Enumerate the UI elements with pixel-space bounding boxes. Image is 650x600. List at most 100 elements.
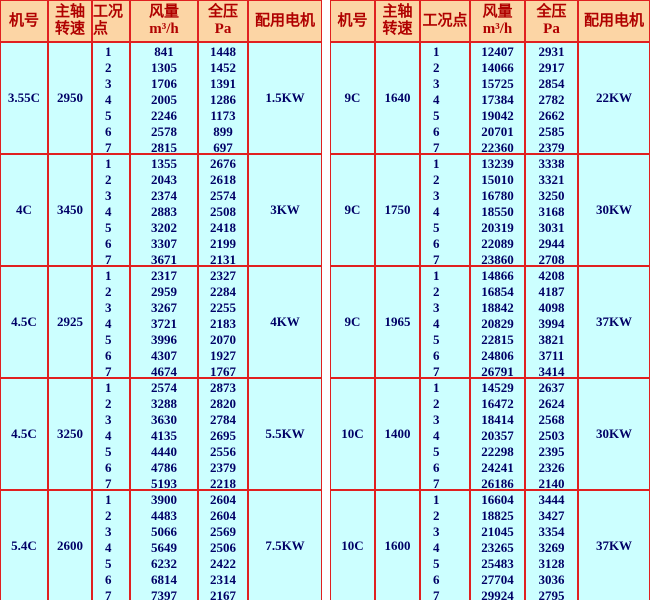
speed-cell: 1600	[375, 490, 420, 600]
pressure-value: 2183	[210, 316, 236, 331]
points-value: 5	[433, 556, 440, 571]
pressure-cell: 2327 2284 2255 2183 2070 1927 1767	[198, 266, 248, 379]
motor-cell: 22KW	[578, 42, 650, 154]
motor-cell: 30KW	[578, 378, 650, 490]
header-cell: 全压 Pa	[198, 0, 248, 42]
pressure-value: 2784	[210, 412, 236, 427]
points-value: 1	[433, 268, 440, 283]
pressure-value: 2820	[210, 396, 236, 411]
points-value: 5	[105, 108, 112, 123]
model-cell: 3.55C	[0, 42, 48, 154]
pressure-value: 2140	[538, 476, 565, 491]
flow-value: 14066	[481, 60, 514, 75]
pressure-value: 3168	[538, 204, 565, 219]
flow-value: 16604	[481, 492, 514, 507]
speed-cell: 3250	[48, 378, 92, 490]
points-value: 3	[105, 524, 112, 539]
pressure-value: 3414	[538, 364, 565, 379]
header-cell: 机号	[0, 0, 48, 42]
flow-value: 2005	[151, 92, 177, 107]
speed-cell: 1400	[375, 378, 420, 490]
pressure-value: 4187	[538, 284, 565, 299]
motor-cell: 30KW	[578, 154, 650, 266]
flow-value: 6232	[151, 556, 177, 571]
points-value: 6	[105, 236, 112, 251]
model-cell: 4C	[0, 154, 48, 266]
pressure-value: 2379	[538, 140, 565, 155]
flow-value: 12407	[481, 44, 514, 59]
flow-value: 3630	[151, 412, 177, 427]
pressure-value: 2418	[210, 220, 236, 235]
flow-value: 16854	[481, 284, 514, 299]
header-text: 转速	[382, 21, 413, 37]
points-value: 6	[433, 348, 440, 363]
points-value: 6	[433, 124, 440, 139]
pressure-value: 2395	[538, 444, 565, 459]
points-value: 7	[105, 140, 112, 155]
pressure-value: 2508	[210, 204, 236, 219]
model-cell: 10C	[330, 490, 375, 600]
header-text: m³/h	[149, 21, 179, 37]
pressure-value: 1391	[210, 76, 236, 91]
pressure-cell: 3338 3321 3250 3168 3031 2944 2708	[525, 154, 578, 267]
points-value: 1	[105, 380, 112, 395]
flow-value: 6814	[151, 572, 177, 587]
flow-value: 20701	[481, 124, 514, 139]
pressure-value: 1452	[210, 60, 236, 75]
points-value: 5	[105, 556, 112, 571]
pressure-value: 1927	[210, 348, 236, 363]
pressure-value: 2574	[210, 188, 236, 203]
flow-value: 24806	[481, 348, 514, 363]
header-text: 主轴	[382, 4, 413, 20]
flow-value: 23265	[481, 540, 514, 555]
points-value: 1	[105, 492, 112, 507]
pressure-value: 2218	[210, 476, 236, 491]
pressure-cell: 2931 2917 2854 2782 2662 2585 2379	[525, 42, 578, 155]
pressure-value: 2931	[538, 44, 565, 59]
pressure-value: 2917	[538, 60, 565, 75]
flow-cell: 2574 3288 3630 4135 4440 4786 5193	[130, 378, 198, 491]
motor-cell: 5.5KW	[248, 378, 322, 490]
points-value: 3	[105, 300, 112, 315]
pressure-value: 2618	[210, 172, 236, 187]
flow-value: 3721	[151, 316, 177, 331]
motor-cell: 7.5KW	[248, 490, 322, 600]
points-value: 2	[105, 172, 112, 187]
points-value: 7	[105, 252, 112, 267]
pressure-value: 3128	[538, 556, 565, 571]
pressure-value: 2873	[210, 380, 236, 395]
flow-value: 22815	[481, 332, 514, 347]
pressure-value: 2624	[538, 396, 565, 411]
pressure-value: 4098	[538, 300, 565, 315]
flow-value: 15010	[481, 172, 514, 187]
flow-cell: 3900 4483 5066 5649 6232 6814 7397	[130, 490, 198, 600]
header-text: 转速	[54, 21, 85, 37]
flow-value: 20319	[481, 220, 514, 235]
points-value: 6	[433, 460, 440, 475]
flow-value: 25483	[481, 556, 514, 571]
flow-value: 4307	[151, 348, 177, 363]
points-value: 1	[105, 268, 112, 283]
points-value: 7	[433, 252, 440, 267]
points-value: 5	[433, 108, 440, 123]
pressure-value: 3427	[538, 508, 565, 523]
flow-value: 5649	[151, 540, 177, 555]
pressure-value: 3444	[538, 492, 565, 507]
flow-value: 3671	[151, 252, 177, 267]
speed-cell: 1965	[375, 266, 420, 378]
flow-value: 2246	[151, 108, 177, 123]
flow-value: 1305	[151, 60, 177, 75]
flow-value: 16472	[481, 396, 514, 411]
pressure-value: 2503	[538, 428, 565, 443]
flow-value: 29924	[481, 588, 514, 600]
header-text: 风量	[148, 4, 179, 20]
points-value: 1	[105, 156, 112, 171]
flow-value: 2578	[151, 124, 177, 139]
pressure-value: 2585	[538, 124, 565, 139]
speed-cell: 3450	[48, 154, 92, 266]
points-value: 4	[105, 428, 112, 443]
flow-value: 18550	[481, 204, 514, 219]
